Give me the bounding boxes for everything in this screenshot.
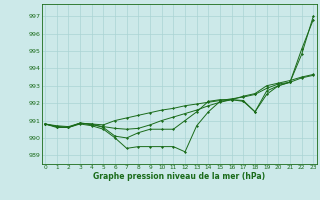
X-axis label: Graphe pression niveau de la mer (hPa): Graphe pression niveau de la mer (hPa) xyxy=(93,172,265,181)
